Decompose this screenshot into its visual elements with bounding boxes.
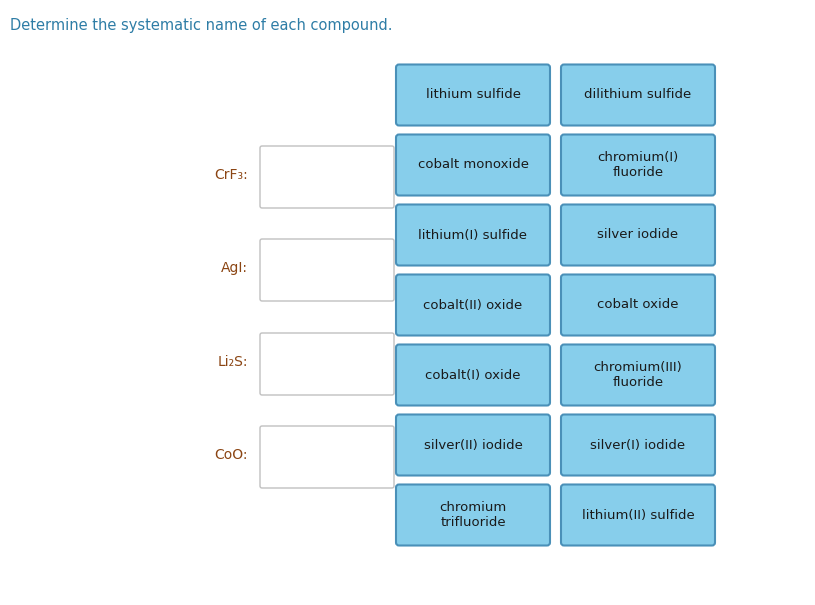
FancyBboxPatch shape xyxy=(396,65,550,125)
FancyBboxPatch shape xyxy=(561,485,715,546)
Text: lithium(II) sulfide: lithium(II) sulfide xyxy=(582,508,694,522)
Text: silver(II) iodide: silver(II) iodide xyxy=(424,439,522,451)
Text: CoO:: CoO: xyxy=(214,448,248,462)
FancyBboxPatch shape xyxy=(396,204,550,266)
FancyBboxPatch shape xyxy=(396,485,550,546)
Text: cobalt(I) oxide: cobalt(I) oxide xyxy=(425,368,521,382)
FancyBboxPatch shape xyxy=(561,275,715,336)
Text: silver(I) iodide: silver(I) iodide xyxy=(590,439,685,451)
FancyBboxPatch shape xyxy=(396,344,550,405)
Text: chromium(III)
fluoride: chromium(III) fluoride xyxy=(593,361,682,389)
Text: dilithium sulfide: dilithium sulfide xyxy=(584,88,692,102)
Text: lithium(I) sulfide: lithium(I) sulfide xyxy=(418,229,527,241)
Text: Determine the systematic name of each compound.: Determine the systematic name of each co… xyxy=(10,18,393,33)
Text: chromium(I)
fluoride: chromium(I) fluoride xyxy=(597,151,679,179)
FancyBboxPatch shape xyxy=(561,204,715,266)
Text: AgI:: AgI: xyxy=(221,261,248,275)
Text: CrF₃:: CrF₃: xyxy=(214,168,248,182)
Text: lithium sulfide: lithium sulfide xyxy=(425,88,521,102)
FancyBboxPatch shape xyxy=(561,65,715,125)
FancyBboxPatch shape xyxy=(396,414,550,476)
FancyBboxPatch shape xyxy=(260,239,394,301)
FancyBboxPatch shape xyxy=(561,414,715,476)
Text: cobalt(II) oxide: cobalt(II) oxide xyxy=(423,298,522,312)
FancyBboxPatch shape xyxy=(396,134,550,195)
FancyBboxPatch shape xyxy=(396,275,550,336)
FancyBboxPatch shape xyxy=(260,426,394,488)
Text: Li₂S:: Li₂S: xyxy=(218,355,248,369)
Text: chromium
trifluoride: chromium trifluoride xyxy=(439,501,507,529)
FancyBboxPatch shape xyxy=(260,333,394,395)
Text: cobalt monoxide: cobalt monoxide xyxy=(417,159,528,171)
FancyBboxPatch shape xyxy=(260,146,394,208)
FancyBboxPatch shape xyxy=(561,344,715,405)
Text: cobalt oxide: cobalt oxide xyxy=(597,298,679,312)
Text: silver iodide: silver iodide xyxy=(597,229,679,241)
FancyBboxPatch shape xyxy=(561,134,715,195)
